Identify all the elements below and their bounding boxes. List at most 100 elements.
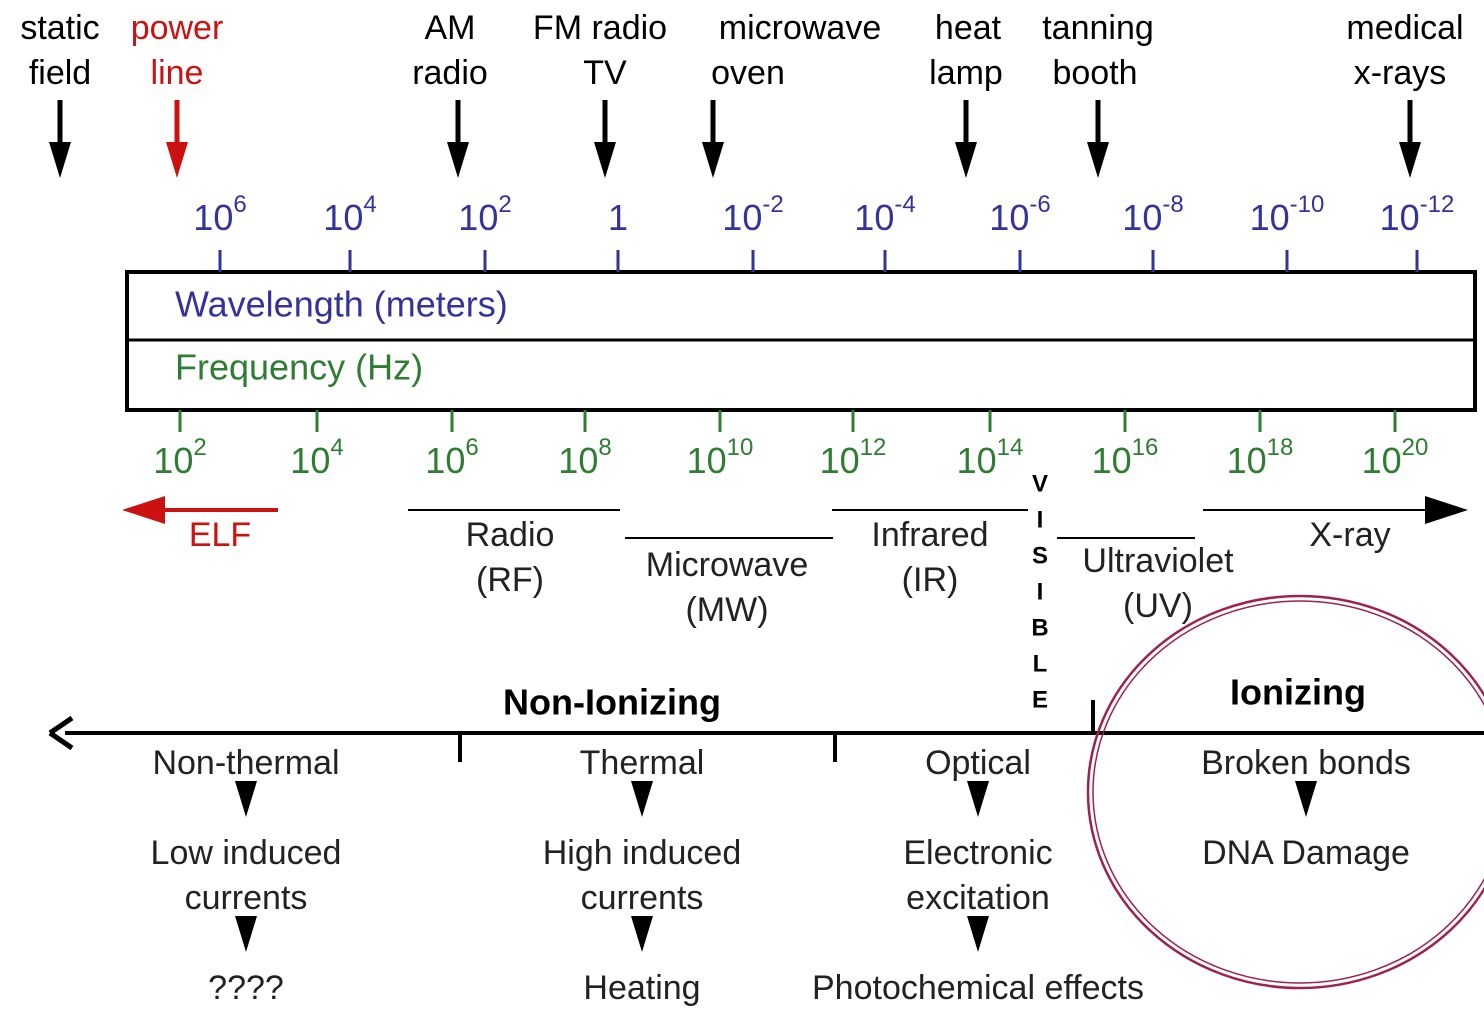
ionizing-label: Ionizing xyxy=(1230,672,1366,713)
effect-label: Photochemical effects xyxy=(812,969,1144,1007)
frequency-label: Frequency (Hz) xyxy=(175,347,423,388)
effect-label: currents xyxy=(581,879,704,917)
band-label: Infrared xyxy=(871,516,988,554)
wavelength-tick-label-exp: -8 xyxy=(1162,191,1183,218)
frequency-tick-label-base: 10 xyxy=(1362,440,1402,481)
visible-letter: B xyxy=(1031,614,1048,641)
band-label: (UV) xyxy=(1123,587,1193,625)
frequency-tick-label-base: 10 xyxy=(1227,440,1267,481)
axis-arrow xyxy=(48,715,74,751)
arrow-head xyxy=(594,142,616,178)
effect-label: Broken bonds xyxy=(1201,744,1411,782)
arrow-head xyxy=(447,142,469,178)
arrow-head xyxy=(1295,781,1317,817)
wavelength-tick-label-base: 10 xyxy=(722,197,762,238)
visible-letter: S xyxy=(1032,542,1048,569)
frequency-tick-label-exp: 12 xyxy=(860,434,887,461)
frequency-tick-label-exp: 2 xyxy=(193,434,206,461)
source-label: lamp xyxy=(929,54,1003,92)
frequency-tick-label: 102 xyxy=(153,434,206,480)
wavelength-label: Wavelength (meters) xyxy=(175,284,508,325)
visible-letter: I xyxy=(1037,506,1044,533)
frequency-tick-label-base: 10 xyxy=(153,440,193,481)
band-label: Ultraviolet xyxy=(1082,542,1234,580)
wavelength-tick-label-exp: 2 xyxy=(498,191,511,218)
source-label: FM radio xyxy=(533,9,667,47)
frequency-tick-label: 104 xyxy=(290,434,343,480)
arrow-head xyxy=(631,781,653,817)
wavelength-tick-label-exp: -6 xyxy=(1029,191,1050,218)
frequency-tick-label: 1010 xyxy=(687,434,754,480)
frequency-tick-label-base: 10 xyxy=(957,440,997,481)
arrow-head xyxy=(955,142,977,178)
wavelength-tick-label-base: 10 xyxy=(1250,197,1290,238)
frequency-tick-label: 1020 xyxy=(1362,434,1429,480)
source-label: power xyxy=(131,9,224,47)
wavelength-tick-label-exp: -10 xyxy=(1290,191,1325,218)
wavelength-tick-label: 10-8 xyxy=(1122,191,1183,237)
frequency-tick-label-exp: 14 xyxy=(997,434,1024,461)
band-label: Radio xyxy=(466,516,555,554)
band-label: X-ray xyxy=(1309,516,1390,554)
band-label: ELF xyxy=(189,516,251,554)
frequency-tick-label: 1014 xyxy=(957,434,1024,480)
wavelength-tick-label-base: 10 xyxy=(989,197,1029,238)
frequency-tick-label: 108 xyxy=(558,434,611,480)
highlight-circle xyxy=(1092,600,1484,984)
frequency-tick-label-exp: 8 xyxy=(598,434,611,461)
frequency-tick-label-base: 10 xyxy=(290,440,330,481)
wavelength-tick-label-base: 1 xyxy=(608,197,628,238)
visible-letter: V xyxy=(1032,470,1048,497)
visible-letter: E xyxy=(1032,686,1048,713)
wavelength-tick-label: 10-2 xyxy=(722,191,783,237)
frequency-tick-label: 1016 xyxy=(1092,434,1159,480)
effect-label: Electronic xyxy=(903,834,1052,872)
wavelength-tick-label-base: 10 xyxy=(193,197,233,238)
wavelength-tick-label-base: 10 xyxy=(1122,197,1162,238)
source-label: static xyxy=(20,9,99,47)
elf-arrow-head xyxy=(122,496,165,524)
wavelength-tick-label: 1 xyxy=(608,197,628,238)
frequency-tick-label-exp: 18 xyxy=(1267,434,1294,461)
arrow-head xyxy=(166,142,188,178)
frequency-tick-label-base: 10 xyxy=(687,440,727,481)
effect-label: DNA Damage xyxy=(1202,834,1410,872)
wavelength-tick-label: 102 xyxy=(458,191,511,237)
frequency-tick-label-exp: 20 xyxy=(1402,434,1429,461)
source-label: tanning xyxy=(1042,9,1154,47)
arrow-head xyxy=(967,781,989,817)
arrow-head xyxy=(49,142,71,178)
source-label: TV xyxy=(583,54,627,92)
effect-label: ???? xyxy=(208,969,284,1007)
effect-label: Low induced xyxy=(151,834,342,872)
wavelength-tick-label-exp: 4 xyxy=(363,191,376,218)
wavelength-tick-label: 104 xyxy=(323,191,376,237)
frequency-tick-label: 106 xyxy=(425,434,478,480)
wavelength-tick-label-base: 10 xyxy=(854,197,894,238)
visible-letter: I xyxy=(1037,578,1044,605)
arrow-head xyxy=(967,916,989,952)
frequency-tick-label-exp: 10 xyxy=(727,434,754,461)
wavelength-tick-label: 106 xyxy=(193,191,246,237)
arrow-head xyxy=(235,781,257,817)
wavelength-tick-label-exp: -2 xyxy=(762,191,783,218)
arrow-head xyxy=(235,916,257,952)
source-label: booth xyxy=(1052,54,1137,92)
band-label: (RF) xyxy=(476,561,544,599)
source-label: line xyxy=(151,54,204,92)
wavelength-tick-label: 10-6 xyxy=(989,191,1050,237)
wavelength-tick-label: 10-4 xyxy=(854,191,915,237)
effect-label: Non-thermal xyxy=(152,744,339,782)
wavelength-tick-label: 10-12 xyxy=(1380,191,1455,237)
effect-label: Optical xyxy=(925,744,1031,782)
frequency-tick-label-base: 10 xyxy=(820,440,860,481)
arrow-head xyxy=(1399,142,1421,178)
visible-letter: L xyxy=(1033,650,1048,677)
frequency-tick-label-exp: 16 xyxy=(1132,434,1159,461)
band-label: (IR) xyxy=(902,561,959,599)
wavelength-tick-label-exp: -4 xyxy=(894,191,915,218)
source-label: x-rays xyxy=(1354,54,1447,92)
effect-label: Heating xyxy=(583,969,700,1007)
frequency-tick-label-base: 10 xyxy=(1092,440,1132,481)
